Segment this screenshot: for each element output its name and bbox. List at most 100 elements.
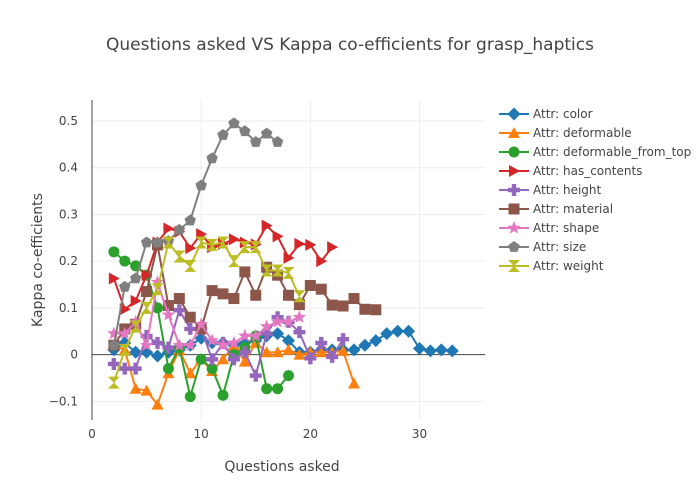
- x-tick-label: 0: [88, 427, 96, 441]
- legend-marker: [508, 203, 520, 215]
- data-point: [194, 317, 208, 330]
- axes: 0 10 20 30 −0.1 0 0.1 0.2 0.3 0.4 0.5: [49, 100, 485, 441]
- data-point: [206, 238, 219, 251]
- data-point: [195, 179, 207, 191]
- data-point: [271, 346, 284, 358]
- data-point: [370, 304, 382, 316]
- data-point: [173, 223, 186, 235]
- legend-marker: [508, 146, 520, 158]
- legend-label: Attr: material: [533, 202, 613, 216]
- data-point: [282, 266, 295, 279]
- data-point: [162, 300, 174, 312]
- data-point: [228, 233, 240, 246]
- data-point: [272, 230, 284, 243]
- series-6: [107, 275, 307, 351]
- data-point: [238, 241, 251, 254]
- data-point: [238, 328, 252, 342]
- data-point: [206, 353, 219, 366]
- legend-item: Attr: color: [499, 107, 593, 121]
- data-point: [217, 288, 229, 300]
- data-point: [118, 326, 132, 340]
- chart-title: Questions asked VS Kappa co-efficients f…: [106, 35, 594, 55]
- data-point: [184, 259, 197, 272]
- data-point: [151, 349, 164, 363]
- data-point: [184, 311, 196, 323]
- data-point: [380, 327, 394, 341]
- data-point: [141, 286, 153, 298]
- data-point: [271, 264, 284, 277]
- data-point: [228, 117, 240, 129]
- data-point: [348, 377, 360, 389]
- data-point: [260, 346, 273, 358]
- data-point: [173, 293, 185, 305]
- legend-label: Attr: deformable_from_top: [533, 145, 691, 159]
- legend-marker: [508, 184, 520, 196]
- data-point: [195, 353, 207, 365]
- y-tick-label: −0.1: [49, 394, 78, 408]
- data-point: [271, 327, 285, 341]
- data-point: [173, 304, 186, 317]
- data-point: [163, 222, 175, 235]
- data-point: [141, 269, 153, 282]
- legend-label: Attr: height: [533, 183, 602, 197]
- plot-area: [107, 117, 459, 410]
- data-point: [281, 314, 296, 328]
- data-point: [434, 343, 448, 357]
- data-point: [327, 241, 339, 254]
- data-point: [283, 289, 294, 301]
- data-point: [107, 357, 120, 370]
- data-point: [271, 136, 284, 147]
- legend-item: Attr: material: [499, 202, 613, 216]
- data-point: [152, 302, 163, 314]
- data-point: [304, 352, 317, 365]
- legend-item: Attr: deformable_from_top: [499, 145, 691, 159]
- data-point: [260, 127, 273, 139]
- y-tick-label: 0.1: [59, 301, 78, 315]
- legend-item: Attr: weight: [499, 259, 604, 273]
- legend-item: Attr: height: [499, 183, 602, 197]
- y-tick-label: 0.3: [59, 207, 78, 221]
- data-point: [294, 237, 306, 250]
- data-point: [261, 383, 273, 395]
- data-point: [129, 345, 143, 359]
- data-point: [151, 398, 164, 410]
- data-point: [130, 294, 142, 307]
- legend-marker: [507, 107, 521, 121]
- data-point: [129, 272, 142, 284]
- data-point: [347, 343, 361, 357]
- data-point: [183, 338, 197, 351]
- data-point: [140, 236, 153, 248]
- data-point: [118, 343, 131, 356]
- legend-item: Attr: has_contents: [499, 164, 642, 178]
- data-point: [249, 369, 262, 382]
- data-point: [238, 355, 251, 367]
- data-point: [107, 376, 120, 389]
- data-point: [359, 303, 371, 315]
- legend-label: Attr: weight: [533, 259, 604, 273]
- data-point: [293, 299, 305, 311]
- legend-marker: [508, 241, 520, 252]
- data-point: [292, 310, 307, 323]
- data-point: [206, 285, 218, 297]
- data-point: [195, 236, 208, 249]
- data-point: [184, 214, 196, 226]
- series-7: [108, 117, 284, 351]
- x-tick-label: 10: [194, 427, 209, 441]
- data-point: [260, 264, 273, 277]
- data-point: [217, 236, 229, 249]
- data-point: [272, 383, 284, 395]
- data-point: [151, 283, 164, 296]
- data-point: [261, 219, 273, 232]
- legend-item: Attr: deformable: [499, 126, 632, 140]
- data-point: [326, 350, 339, 363]
- legend-label: Attr: size: [533, 240, 586, 254]
- legend-marker: [509, 165, 520, 177]
- data-point: [445, 344, 459, 358]
- data-point: [304, 279, 316, 291]
- data-point: [140, 329, 153, 342]
- data-point: [315, 336, 328, 349]
- data-point: [119, 303, 131, 316]
- legend-marker: [508, 260, 520, 272]
- y-tick-label: 0.5: [59, 114, 78, 128]
- data-point: [162, 341, 175, 354]
